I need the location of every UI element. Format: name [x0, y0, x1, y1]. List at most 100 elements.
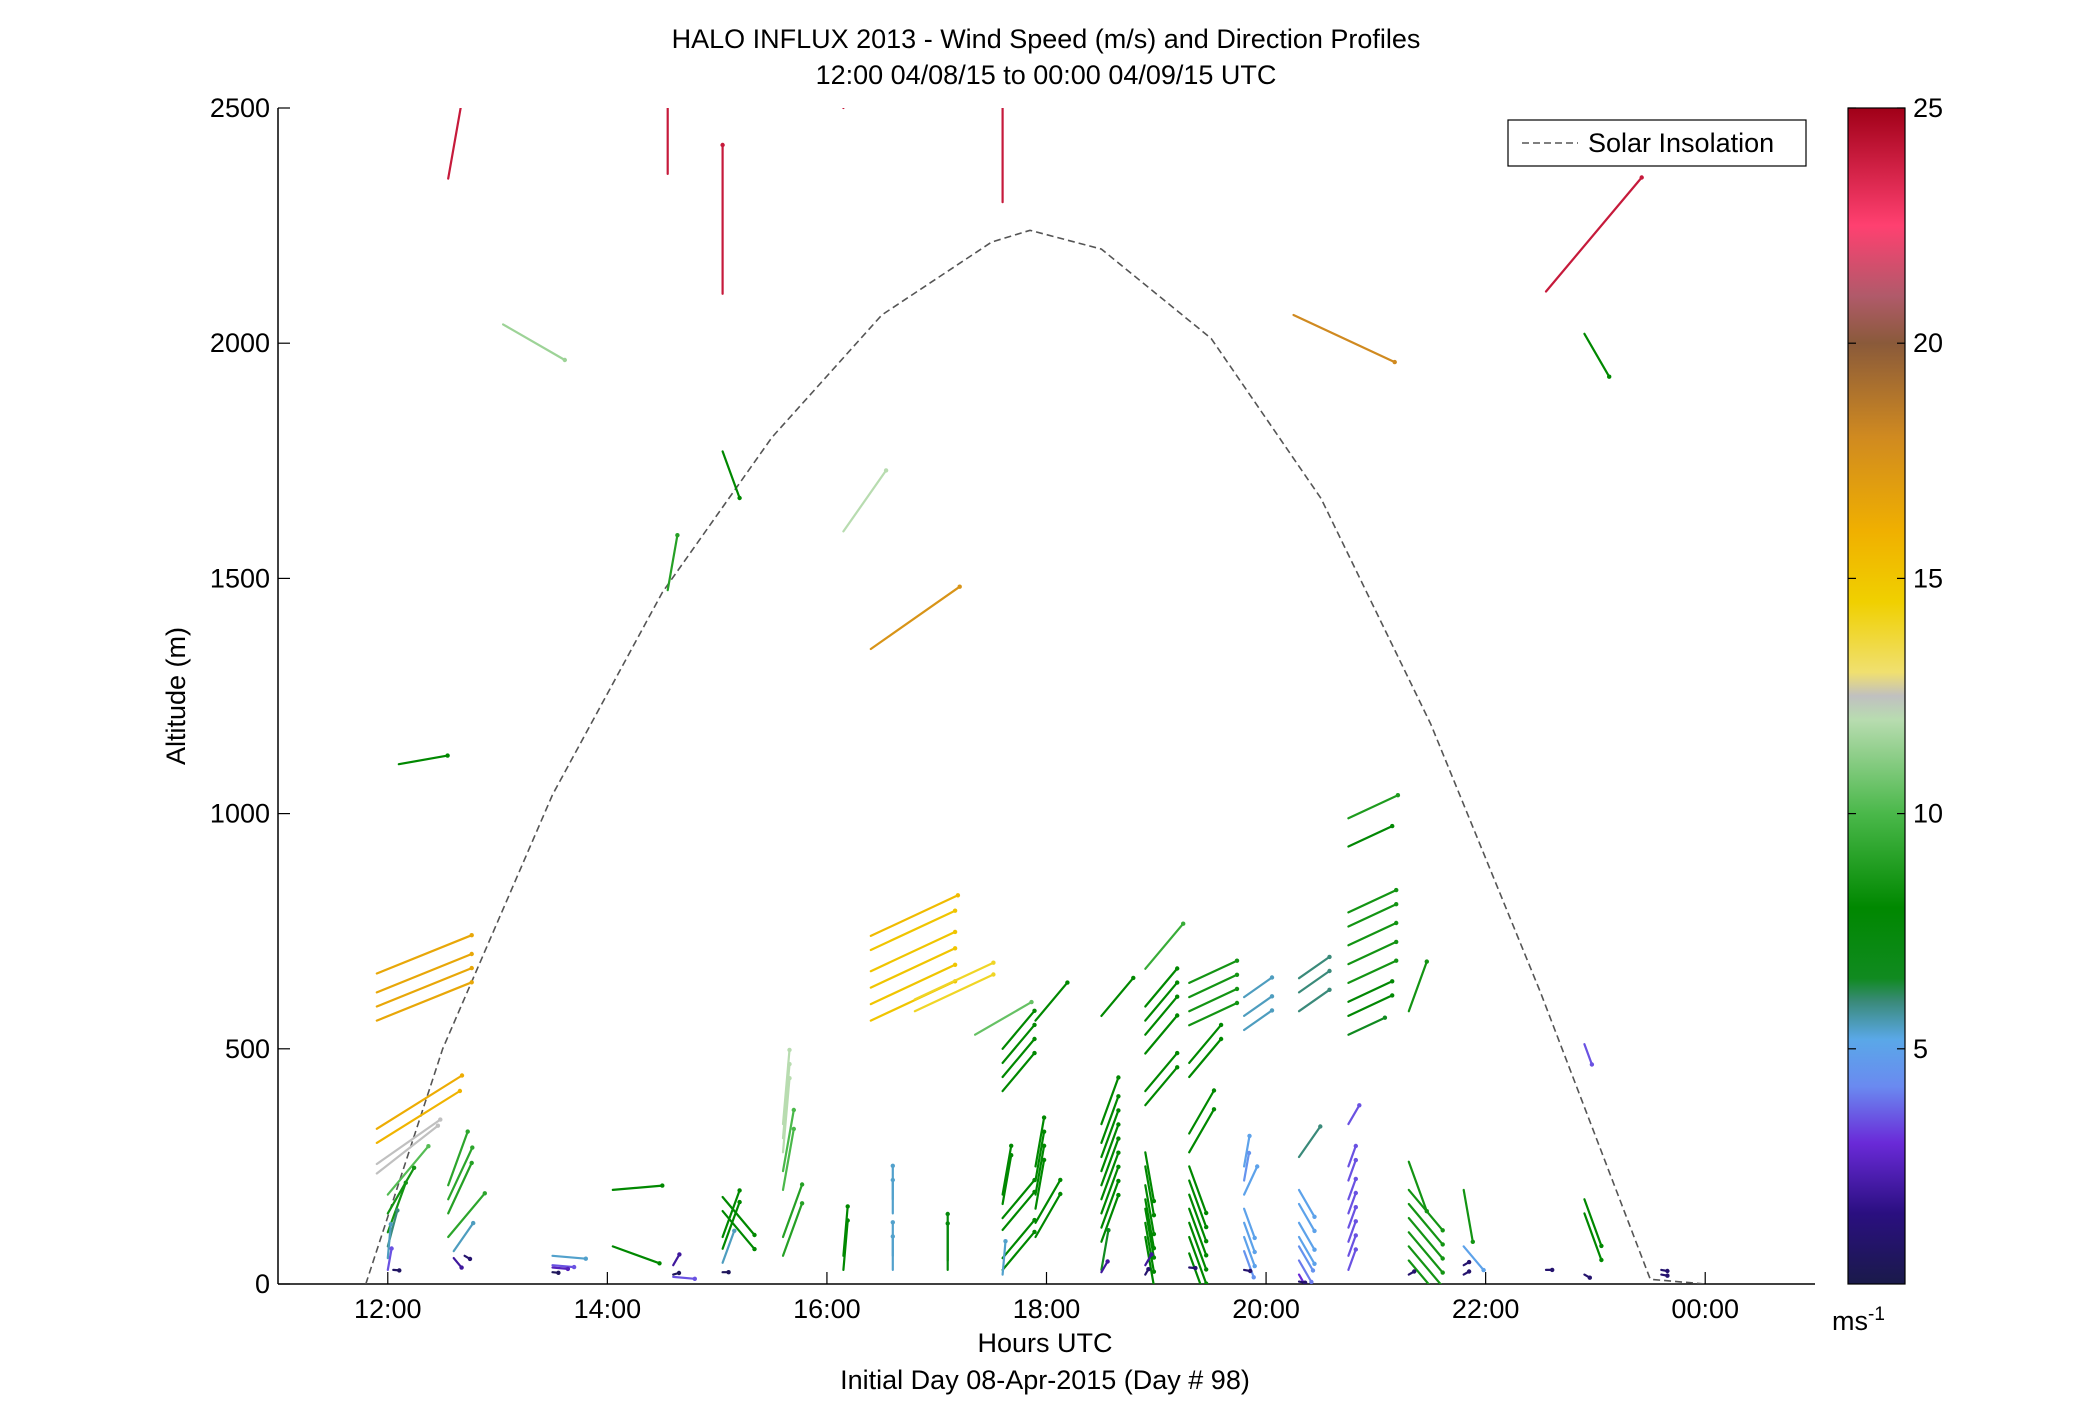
wind-vector	[386, 1247, 393, 1272]
wind-vector	[1583, 332, 1611, 378]
wind-vector	[1188, 1108, 1216, 1154]
wind-vector-tip	[1234, 1000, 1240, 1006]
wind-vector-tip	[1175, 980, 1180, 985]
wind-vector-tip	[395, 1208, 400, 1213]
colorbar-unit: ms-1	[1832, 1304, 1885, 1336]
wind-vector-tip	[1032, 1050, 1037, 1056]
wind-vector-tip	[1234, 958, 1240, 963]
wind-vector	[721, 1195, 756, 1237]
wind-vector-tip	[467, 1256, 473, 1262]
wind-vectors	[375, 23, 1670, 1284]
wind-vector	[1347, 1191, 1357, 1215]
wind-vector-tip	[445, 753, 450, 758]
colorbar-ticks: 5 10 15 20 25	[1848, 93, 1943, 1064]
wind-vector	[781, 1077, 791, 1154]
legend-solar-label: Solar Insolation	[1588, 128, 1774, 158]
wind-vector-tip	[1204, 1281, 1209, 1284]
wind-vector	[1144, 1235, 1155, 1284]
wind-vector	[447, 1161, 473, 1215]
legend: Solar Insolation	[1507, 119, 1807, 167]
wind-vector-tip	[435, 1123, 441, 1128]
wind-vector	[1188, 1037, 1223, 1079]
wind-vector-tip	[1440, 1242, 1445, 1247]
wind-vector	[1347, 1234, 1357, 1257]
wind-vector-tip	[1041, 1129, 1047, 1134]
wind-vector-tip	[1607, 374, 1612, 379]
wind-vector-tip	[955, 893, 961, 898]
wind-vector-tip	[388, 1222, 393, 1227]
wind-vector	[447, 108, 462, 180]
wind-vector	[1407, 1216, 1444, 1260]
wind-vector-tip	[403, 1180, 408, 1185]
y-tick-label: 0	[255, 1269, 270, 1299]
wind-vector-tip	[1255, 1164, 1260, 1169]
wind-vector-tip	[1353, 1176, 1359, 1182]
wind-vector	[1100, 1151, 1120, 1201]
wind-vector	[1188, 1023, 1223, 1065]
wind-vector	[1583, 1198, 1603, 1248]
wind-vector	[1100, 1109, 1120, 1159]
y-axis-ticks: 0 500 1000 1500 2000 2500	[210, 93, 290, 1299]
wind-vector-tip	[1204, 1239, 1209, 1244]
wind-vector	[1544, 176, 1643, 293]
wind-vector	[1297, 1188, 1316, 1218]
wind-vector-tip	[469, 951, 474, 957]
wind-vector	[1347, 1206, 1357, 1229]
wind-vector-tip	[1440, 1270, 1445, 1275]
wind-vector	[1347, 940, 1398, 966]
wind-vector-tip	[1175, 1050, 1180, 1056]
wind-vector-tip	[1009, 1143, 1014, 1149]
wind-vector-tip	[1353, 1157, 1359, 1163]
wind-vector	[869, 930, 957, 973]
wind-vector-tip	[720, 142, 725, 148]
wind-vector	[1001, 1144, 1013, 1196]
wind-vector	[1144, 995, 1179, 1036]
x-tick-label: 20:00	[1232, 1294, 1300, 1324]
wind-vector-tip	[676, 1270, 682, 1276]
colorbar-tick-label: 25	[1913, 93, 1943, 123]
wind-vector	[375, 1124, 439, 1175]
x-axis-label: Hours UTC	[977, 1328, 1112, 1358]
wind-vector	[842, 469, 888, 533]
wind-vector	[1034, 1130, 1046, 1182]
wind-vector	[1001, 1230, 1036, 1272]
wind-vector	[721, 1229, 736, 1264]
wind-vector-tip	[1395, 793, 1401, 798]
wind-vector-tip	[1394, 920, 1399, 926]
wind-vector	[1242, 1151, 1251, 1182]
wind-vector-tip	[1032, 1036, 1037, 1042]
wind-vector	[1347, 921, 1398, 947]
wind-vector-tip	[1146, 1267, 1151, 1272]
wind-vector	[1347, 1144, 1357, 1168]
wind-vector	[386, 1166, 416, 1215]
wind-vector-tip	[1269, 1008, 1275, 1013]
wind-vector-tip	[1665, 1268, 1670, 1274]
wind-vector-tip	[1116, 1178, 1121, 1184]
wind-vector-tip	[469, 933, 474, 938]
wind-vector	[781, 1127, 795, 1192]
wind-vector-tip	[752, 1246, 757, 1252]
wind-vector-tip	[1234, 986, 1240, 992]
wind-vector	[1242, 1249, 1255, 1279]
wind-vector	[1188, 1221, 1208, 1271]
wind-vector-tip	[732, 1228, 737, 1234]
wind-vector	[1297, 988, 1331, 1013]
x-tick-label: 12:00	[354, 1294, 422, 1324]
colorbar-tick-label: 15	[1913, 563, 1943, 593]
wind-vector-tip	[1204, 1267, 1209, 1272]
wind-vector	[1407, 960, 1428, 1013]
wind-vector	[1001, 1037, 1036, 1079]
wind-vector	[1100, 1095, 1120, 1145]
wind-vector-tip	[1252, 1263, 1257, 1269]
wind-vector-tip	[1353, 1143, 1359, 1149]
wind-vector-tip	[1151, 1269, 1157, 1274]
wind-vector-tip	[1218, 1022, 1224, 1028]
wind-vector-tip	[666, 23, 670, 27]
wind-vector-tip	[952, 946, 958, 951]
wind-vector	[551, 1254, 587, 1260]
wind-vector	[1407, 1259, 1430, 1284]
wind-vector-tip	[1175, 1013, 1180, 1018]
wind-vector	[502, 323, 566, 362]
chart-subtitle: 12:00 04/08/15 to 00:00 04/09/15 UTC	[816, 60, 1277, 90]
wind-vector	[1001, 1178, 1036, 1220]
